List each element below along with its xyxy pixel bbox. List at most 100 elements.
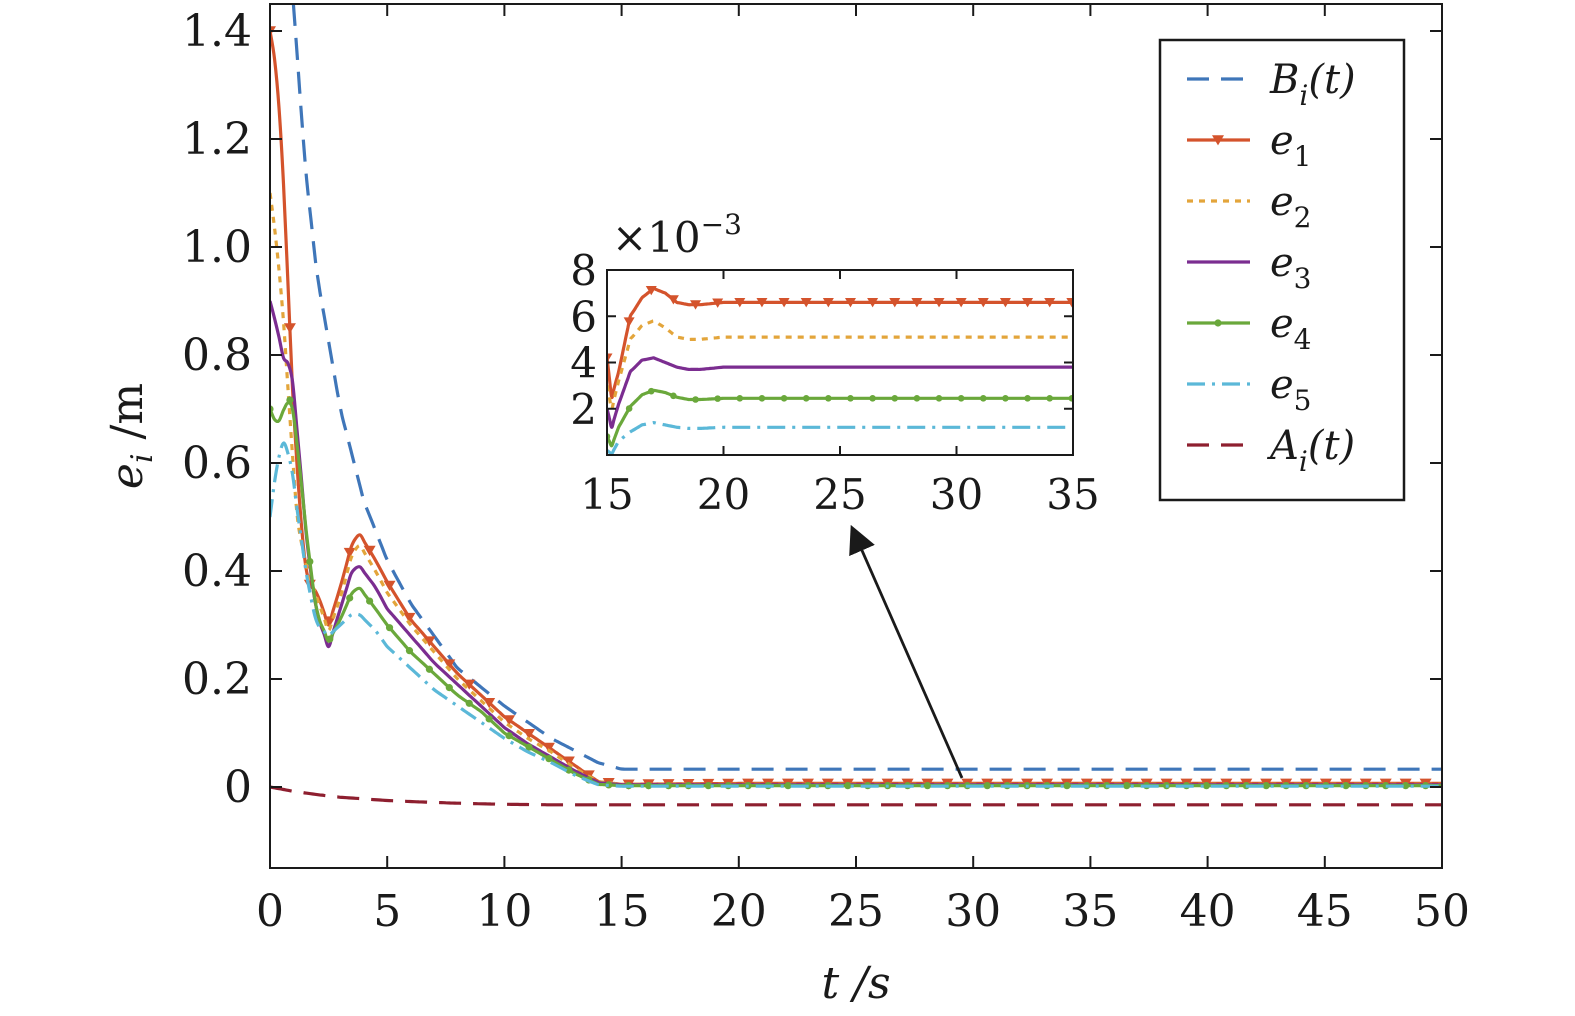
y-tick-label: 1.2: [182, 114, 252, 165]
main-axes: 0 5 10 15 20 25 30 35 40 45 50 0 0.2 0.4 0.6 0.8 1.0 1.2 1…: [102, 3, 1470, 1009]
inset-marker-e1: [1044, 297, 1056, 308]
legend-label-e2: e2: [1270, 179, 1312, 234]
zoom-arrow-line: [849, 524, 964, 779]
series-marker-e4: [306, 557, 314, 566]
x-tick-label: 5: [373, 886, 401, 937]
inset-marker-e4: [802, 395, 810, 402]
inset-y-tick-label: 8: [570, 246, 597, 295]
x-tick-label: 10: [476, 886, 532, 937]
x-tick-label: 0: [256, 886, 284, 937]
inset-x-tick-label: 35: [1046, 470, 1099, 519]
series-line-e5: [270, 441, 1442, 788]
series-marker-e4: [445, 684, 453, 692]
inset-marker-e4: [1068, 395, 1073, 402]
series-marker-e1: [343, 547, 356, 559]
legend-marker-e1: [1212, 135, 1224, 146]
x-tick-label: 25: [828, 886, 884, 937]
inset-line-e5: [607, 420, 1073, 455]
inset-marker-e4: [670, 392, 677, 400]
series-marker-e4: [326, 635, 334, 643]
legend-label-e1: e1: [1270, 118, 1312, 173]
inset-marker-e1: [999, 297, 1011, 308]
inset-marker-e1: [800, 297, 812, 308]
series-marker-e4: [704, 782, 712, 790]
series-marker-e1: [363, 545, 376, 556]
series-marker-e4: [525, 743, 533, 751]
series-marker-e4: [1402, 782, 1410, 790]
y-tick-label: 1.4: [182, 6, 252, 57]
series-marker-e1: [443, 659, 456, 670]
inset-marker-e1: [667, 295, 679, 305]
series-marker-e1: [542, 742, 555, 753]
inset-marker-e1: [607, 353, 613, 363]
inset-marker-e4: [979, 395, 987, 402]
series-marker-e1: [383, 580, 396, 591]
inset-marker-e4: [935, 395, 943, 402]
y-axis-label: ei /m: [102, 383, 160, 489]
y-tick-label: 1.0: [182, 222, 252, 273]
legend-box: [1158, 38, 1406, 502]
y-tick-label: 0: [224, 762, 252, 813]
x-tick-label: 50: [1414, 886, 1470, 937]
series-marker-e4: [346, 594, 354, 602]
x-tick-label: 45: [1297, 886, 1353, 937]
series-marker-e1: [423, 636, 436, 647]
series-marker-e1: [562, 756, 575, 767]
inset-marker-e1: [889, 297, 901, 308]
series-marker-e4: [425, 665, 433, 673]
inset-marker-e1: [955, 297, 967, 308]
inset-marker-e1: [778, 297, 790, 308]
inset-marker-e1: [623, 317, 635, 327]
x-tick-label: 15: [594, 886, 650, 937]
inset-marker-e4: [647, 387, 655, 395]
series-marker-e4: [1123, 782, 1131, 790]
inset-marker-e4: [957, 395, 965, 402]
series-marker-e4: [983, 782, 991, 790]
series-marker-e4: [1202, 782, 1211, 790]
inset-marker-e1: [690, 300, 702, 310]
legend-label-e4: e4: [1270, 301, 1312, 356]
legend-label-Ai(t): Ai(t): [1266, 423, 1355, 478]
inset-marker-e4: [1002, 395, 1009, 402]
inset-marker-e4: [1024, 395, 1031, 402]
series-marker-e4: [1342, 782, 1350, 790]
inset-multiplier: ×10−3: [612, 208, 742, 262]
inset-line-e2: [607, 319, 1073, 411]
series-marker-e4: [405, 647, 414, 655]
y-tick-label: 0.4: [182, 546, 252, 597]
inset-marker-e1: [844, 297, 856, 308]
zoom-arrow: [849, 524, 964, 779]
inset-marker-e4: [758, 395, 766, 402]
inset-y-tick-label: 6: [570, 292, 597, 341]
inset-y-tick-label: 2: [570, 385, 597, 434]
series-marker-e4: [366, 597, 374, 605]
series-marker-e1: [403, 612, 416, 624]
series-marker-e1: [323, 616, 336, 627]
inset-marker-e4: [714, 395, 721, 402]
inset-marker-e4: [847, 395, 854, 402]
series-marker-e1: [283, 323, 296, 334]
inset-marker-e1: [1066, 297, 1073, 308]
x-tick-label: 30: [945, 886, 1001, 937]
inset-marker-e4: [891, 395, 899, 402]
inset-series: [607, 285, 1073, 455]
inset-marker-e1: [1022, 297, 1034, 308]
inset-marker-e4: [913, 395, 921, 402]
inset-marker-e1: [712, 298, 724, 308]
inset-marker-e1: [867, 297, 879, 308]
x-tick-label: 35: [1062, 886, 1118, 937]
inset-line-e3: [607, 356, 1073, 429]
inset-line-e4: [607, 388, 1073, 448]
y-tick-label: 0.6: [182, 438, 252, 489]
inset-marker-e4: [780, 395, 788, 402]
legend-label-Bi(t): Bi(t): [1269, 57, 1356, 112]
series-marker-e4: [1262, 782, 1270, 790]
inset-x-tick-label: 30: [930, 470, 983, 519]
y-tick-label: 0.8: [182, 330, 252, 381]
series-marker-e4: [1063, 782, 1071, 790]
series-marker-e1: [503, 715, 516, 726]
inset-y-tick-label: 4: [570, 339, 597, 388]
x-tick-label: 20: [711, 886, 767, 937]
